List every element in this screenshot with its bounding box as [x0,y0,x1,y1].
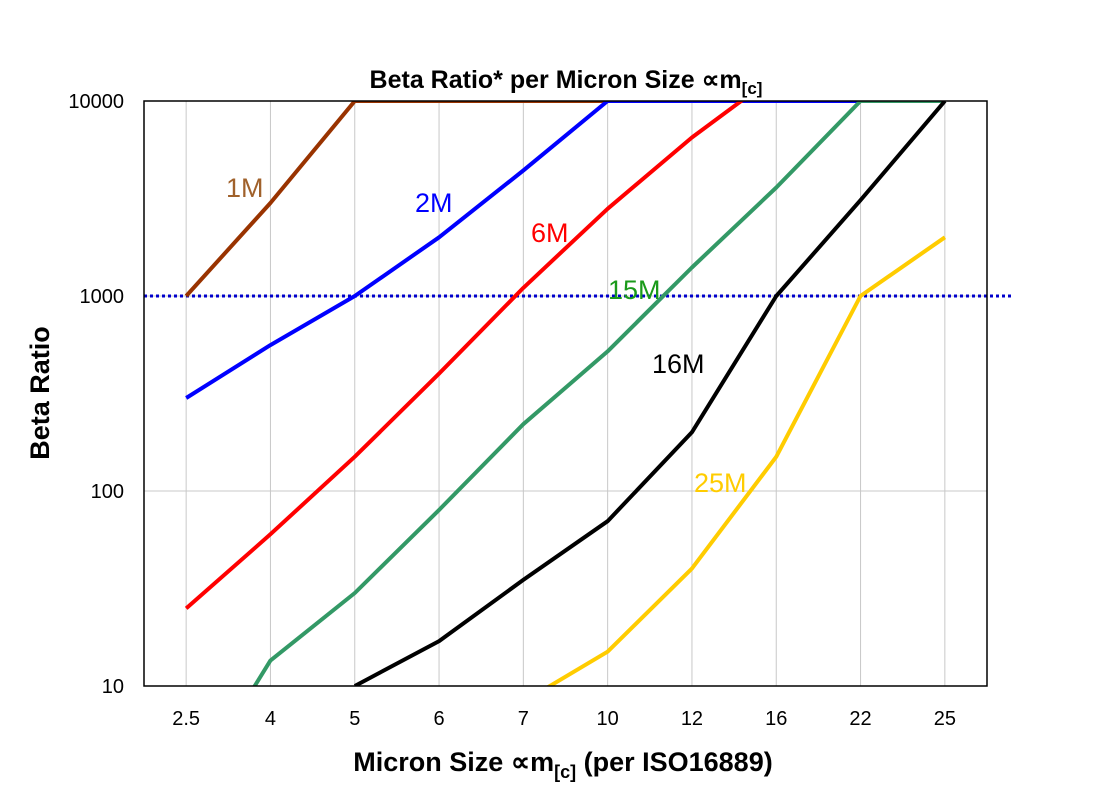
y-tick-label: 10000 [68,91,124,113]
x-tick-label: 12 [681,708,703,730]
x-tick-label: 5 [349,708,360,730]
plot-frame [143,100,988,687]
y-tick-labels: 10 100 1000 10000 [68,91,124,698]
x-tick-labels: 2.5 4 5 6 7 10 12 16 22 25 [172,708,956,730]
x-tick-label: 10 [597,708,619,730]
series-line-6M [184,101,745,610]
series-label-15M: 15M [608,275,661,305]
series-line-15M [252,101,945,686]
series-labels: 1M 2M 6M 15M 16M 25M [226,173,747,498]
x-tick-label: 25 [934,708,956,730]
series-line-25M [545,235,947,686]
gridlines [144,100,987,687]
series-label-1M: 1M [226,173,264,203]
x-tick-label: 2.5 [172,708,200,730]
series-lines [184,101,947,686]
x-tick-label: 4 [265,708,276,730]
x-tick-label: 7 [518,708,529,730]
y-tick-label: 1000 [80,286,125,308]
x-tick-label: 16 [765,708,787,730]
series-label-25M: 25M [694,468,747,498]
x-tick-label: 6 [433,708,444,730]
x-tick-label: 22 [849,708,871,730]
y-axis-label: Beta Ratio [25,326,55,460]
series-label-6M: 6M [531,218,569,248]
chart-title: Beta Ratio* per Micron Size ∝m[c] [370,66,763,98]
series-label-2M: 2M [415,188,453,218]
series-label-16M: 16M [652,349,705,379]
series-line-16M [353,101,947,686]
series-line-1M [184,101,945,298]
y-tick-label: 10 [102,676,124,698]
y-tick-label: 100 [91,481,124,503]
x-axis-label: Micron Size ∝m[c] (per ISO16889) [353,747,772,782]
series-line-2M [185,101,945,400]
